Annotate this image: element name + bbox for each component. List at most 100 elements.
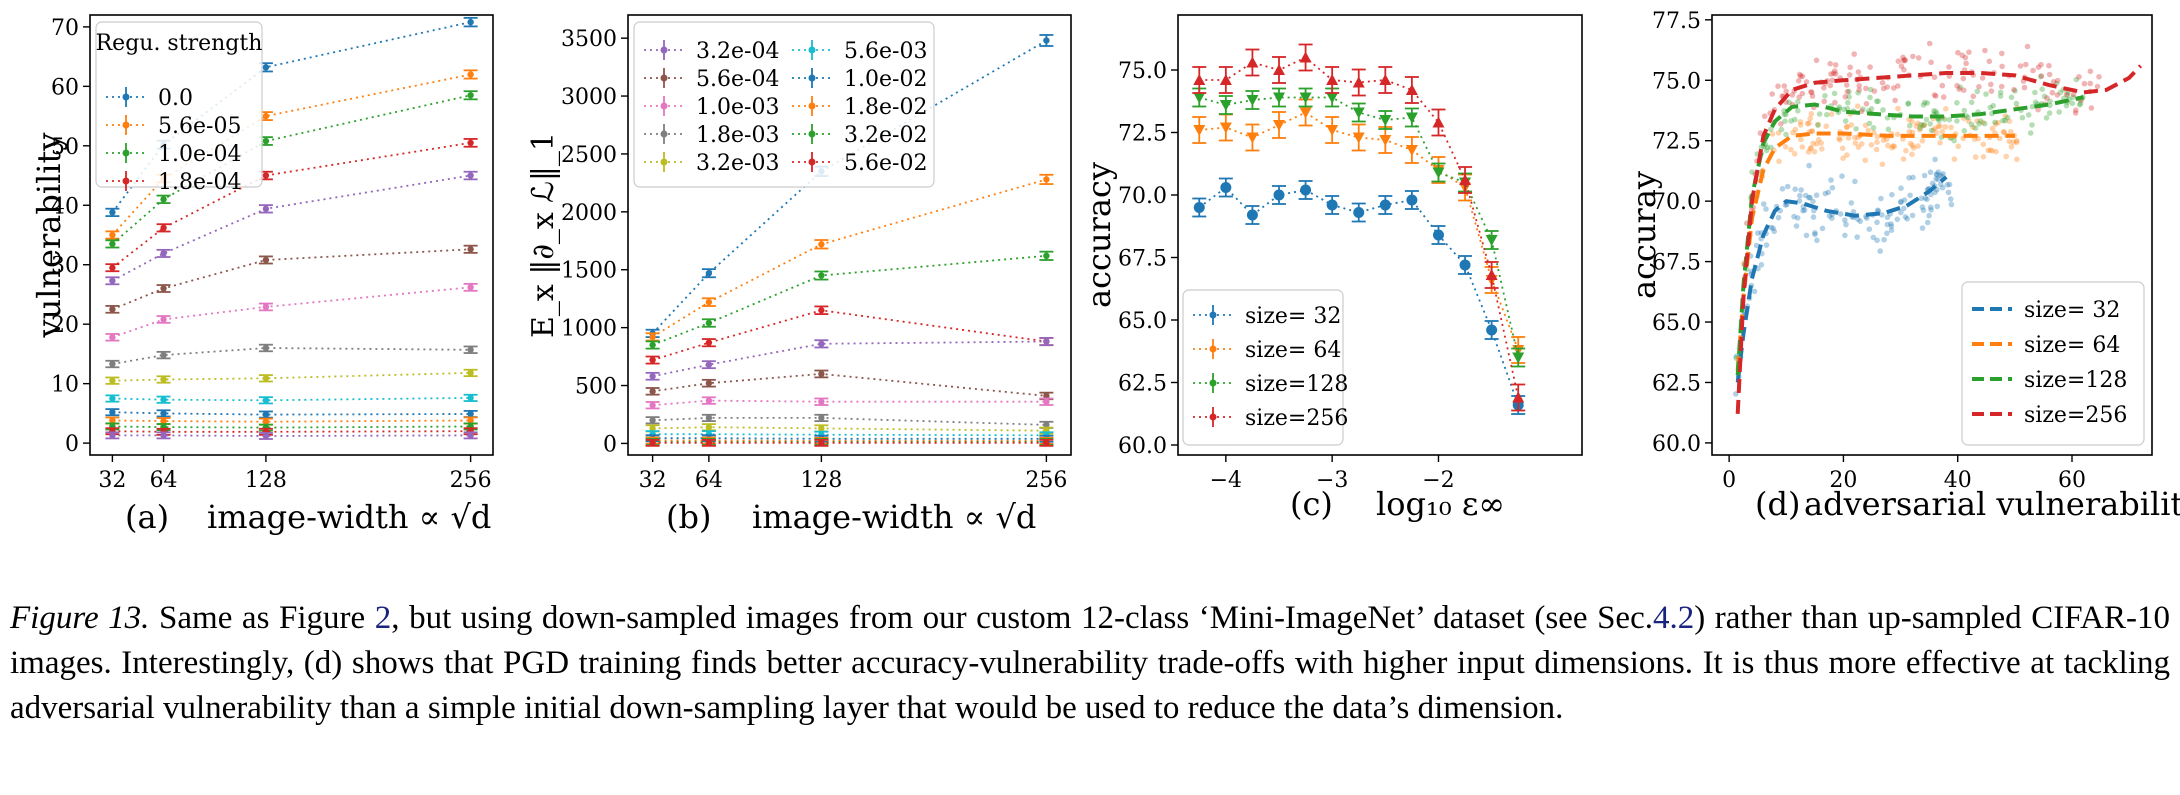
scatter-point [2043,115,2050,121]
data-point [1326,199,1338,211]
data-point [467,417,474,424]
scatter-point [1813,141,1820,147]
data-point [1043,252,1050,260]
scatter-point [1927,204,1934,211]
scatter-point [2069,100,2076,107]
scatter-point [1888,221,1894,227]
data-point [1193,202,1205,213]
scatter-point [2096,74,2102,80]
data-point [467,18,474,26]
y-tick-label: 50 [51,135,79,160]
scatter-point [2056,109,2062,115]
scatter-point [1915,143,1921,149]
data-point [1043,176,1050,183]
scatter-point [1832,71,1839,77]
x-tick-label: −4 [1210,468,1242,493]
scatter-point [1792,186,1798,192]
y-tick-label: 3000 [561,85,617,110]
data-point [705,339,713,346]
scatter-point [1946,64,1952,70]
scatter-point [1828,111,1835,117]
data-point [649,388,656,395]
legend-marker [1209,413,1217,421]
data-point [1406,194,1418,206]
scatter-point [1763,206,1769,212]
scatter-point [1842,94,1849,100]
scatter-point [2008,144,2015,150]
scatter-point [1920,102,1927,108]
data-point [467,369,474,377]
data-point [262,432,270,440]
fit-line [1735,175,1948,383]
y-tick-label: 0 [65,432,79,457]
scatter-point [1889,191,1895,198]
scatter-point [1907,192,1913,199]
scatter-point [1848,122,1855,128]
series-line [112,411,471,416]
data-point [649,373,656,380]
scatter-point [1819,146,1825,152]
data-point [1512,352,1525,364]
legend-box [1182,289,1344,446]
data-point [109,277,116,284]
data-point [467,410,474,418]
scatter-point [2094,83,2101,90]
data-point [109,231,116,239]
scatter-point [1839,173,1845,179]
caption-figure-link[interactable]: 2 [374,600,392,636]
scatter-point [1944,182,1951,188]
scatter-point [1935,176,1941,183]
scatter-point [2047,102,2053,109]
data-point [1405,84,1418,95]
scatter-point [2019,114,2026,121]
data-point [262,411,270,418]
scatter-point [1939,184,1946,191]
data-point [818,340,825,348]
data-point [109,395,116,402]
data-point [160,196,167,203]
scatter-point [1783,88,1789,95]
data-point [262,303,270,311]
x-tick-label: 128 [245,468,287,493]
y-tick-label: 20 [51,313,79,338]
scatter-point [1989,125,1996,132]
scatter-point [1843,221,1849,228]
scatter-point [1932,189,1938,196]
scatter-point [2072,110,2079,116]
scatter-point [2064,92,2071,98]
series-line [112,347,471,365]
scatter-point [1940,94,1947,100]
scatter-point [1890,85,1897,91]
data-point [262,375,270,382]
scatter-point [1769,91,1775,97]
series-line [112,248,471,311]
data-point [818,307,825,314]
scatter-point [1871,88,1878,94]
y-tick-label: 75.0 [1118,59,1167,84]
scatter-point [1758,262,1765,268]
scatter-point [1877,248,1883,254]
panel-b-plot [645,34,1054,447]
scatter-point [1809,128,1815,134]
scatter-point [1815,122,1821,128]
caption-section-link[interactable]: 4.2 [1652,600,1695,636]
data-point [1353,207,1365,218]
series-line [111,141,471,269]
data-point [160,417,167,425]
panel-b-legend: 3.2e-04 5.6e-04 1.0e-03 1.8e-03 3.2e-03 5.6e-… [633,21,935,188]
scatter-point [1873,146,1880,153]
series-line [652,340,1047,378]
data-point [1043,421,1050,429]
panel-c-frame [1177,14,1583,456]
scatter-point [1855,144,1862,150]
scatter-point [1791,151,1798,157]
caption-text-2: , but using down-sampled images from our… [391,600,1653,636]
data-point [1219,74,1232,85]
scatter-point [1919,225,1926,231]
scatter-point [1965,114,1971,121]
scatter-point [1847,64,1853,71]
scatter-point [1848,200,1855,206]
scatter-point [1955,143,1962,150]
panel-b-frame [627,14,1072,456]
scatter-point [1972,154,1979,160]
